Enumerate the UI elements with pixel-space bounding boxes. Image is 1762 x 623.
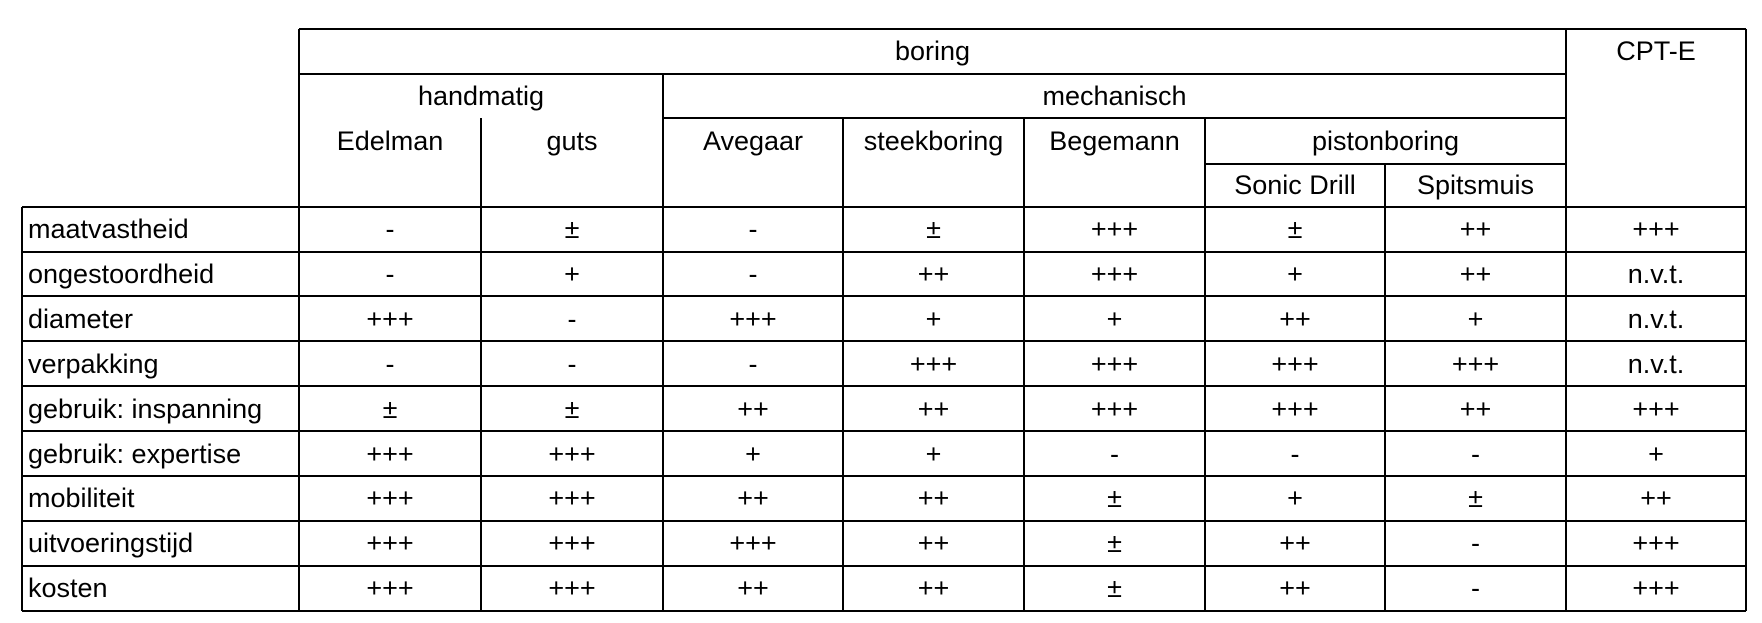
- table-cell: ++: [917, 259, 950, 289]
- table-cell: +++: [366, 438, 414, 469]
- row-label: uitvoeringstijd: [28, 528, 194, 558]
- table-cell: ++: [737, 483, 769, 513]
- table-cell: -: [748, 214, 758, 244]
- table-cell: -: [385, 214, 395, 244]
- table-cell: +++: [1632, 394, 1680, 424]
- table-cell: -: [1471, 528, 1480, 558]
- table-cell: +++: [1632, 528, 1680, 558]
- table-cell: ++: [1459, 394, 1492, 424]
- table-cell: +: [1287, 483, 1303, 513]
- table-cell: ±: [382, 394, 398, 424]
- row-label: diameter: [28, 304, 134, 334]
- column-header-guts: guts: [546, 125, 598, 156]
- table-cell: ++: [1459, 214, 1492, 244]
- column-header-sonic-drill: Sonic Drill: [1234, 170, 1356, 200]
- table-cell: ±: [1107, 573, 1122, 603]
- table-cell: ±: [1107, 483, 1122, 513]
- table-cell: +++: [1632, 214, 1680, 244]
- table-cell: +++: [548, 573, 596, 603]
- table-cell: ++: [1279, 304, 1311, 334]
- table-cell: -: [1471, 438, 1480, 469]
- table-cell: -: [1471, 573, 1480, 603]
- table-cell: -: [1290, 438, 1300, 469]
- table-cell: +++: [366, 483, 414, 513]
- table-cell: n.v.t.: [1627, 304, 1685, 334]
- table-cell: ++: [1459, 259, 1492, 289]
- table-cell: +++: [729, 528, 777, 558]
- table-cell: +: [564, 259, 580, 289]
- row-label: verpakking: [28, 349, 159, 379]
- table-cell: ++: [737, 573, 769, 603]
- table-cell: ++: [1279, 528, 1311, 558]
- table-cell: +++: [1090, 214, 1139, 244]
- table-cell: +++: [548, 483, 596, 513]
- table-cell: +++: [366, 304, 414, 334]
- table-cell: +++: [548, 528, 596, 558]
- table-cell: +++: [1271, 349, 1319, 379]
- column-header-steekboring: steekboring: [863, 125, 1004, 156]
- header-boring: boring: [894, 36, 971, 66]
- table-cell: ±: [1287, 214, 1303, 244]
- row-label: ongestoordheid: [28, 259, 215, 289]
- table-cell: ++: [737, 394, 769, 424]
- table-cell: ±: [564, 394, 580, 424]
- row-label: kosten: [28, 573, 108, 603]
- table-cell: +: [745, 438, 761, 469]
- table-cell: +: [925, 304, 942, 334]
- table-cell: ±: [564, 214, 580, 244]
- row-label: mobiliteit: [28, 483, 135, 513]
- table-cell: -: [748, 349, 758, 379]
- table-cell: +++: [729, 304, 777, 334]
- header-pistonboring: pistonboring: [1311, 125, 1460, 156]
- column-header-edelman: Edelman: [336, 125, 444, 156]
- table-cell: +++: [548, 438, 596, 469]
- table-cell: ±: [1107, 528, 1122, 558]
- table-cell: ++: [917, 573, 950, 603]
- table-cell: +: [1467, 304, 1484, 334]
- table-cell: +++: [1090, 259, 1139, 289]
- table-cell: ++: [917, 483, 950, 513]
- table-cell: n.v.t.: [1627, 349, 1685, 379]
- row-label: gebruik: expertise: [28, 438, 242, 469]
- header-cpt-e: CPT-E: [1616, 36, 1696, 66]
- table-cell: -: [567, 304, 577, 334]
- column-header-spitsmuis: Spitsmuis: [1416, 170, 1535, 200]
- table-cell: ++: [1640, 483, 1672, 513]
- table-cell: +++: [1090, 394, 1139, 424]
- table-cell: +++: [366, 573, 414, 603]
- table-cell: ++: [917, 394, 950, 424]
- table-cell: ++: [1279, 573, 1311, 603]
- table-cell: ++: [917, 528, 950, 558]
- header-handmatig: handmatig: [417, 80, 545, 111]
- column-header-begemann: Begemann: [1049, 125, 1180, 156]
- table-cell: +: [1287, 259, 1303, 289]
- row-label: gebruik: inspanning: [28, 394, 263, 424]
- table-cell: -: [1110, 438, 1119, 469]
- table-cell: +++: [909, 349, 958, 379]
- table-cell: n.v.t.: [1627, 259, 1685, 289]
- table-cell: -: [385, 349, 395, 379]
- table-cell: +++: [1271, 394, 1319, 424]
- table-cell: +++: [366, 528, 414, 558]
- table-cell: ±: [926, 214, 941, 244]
- table-cell: ±: [1468, 483, 1483, 513]
- header-mechanisch: mechanisch: [1042, 80, 1187, 111]
- table-cell: +++: [1090, 349, 1139, 379]
- table-cell: -: [748, 259, 758, 289]
- table-cell: +: [1106, 304, 1123, 334]
- table-cell: +: [925, 438, 942, 469]
- column-header-avegaar: Avegaar: [702, 125, 804, 156]
- table-cell: -: [385, 259, 395, 289]
- table-cell: -: [567, 349, 577, 379]
- row-label: maatvastheid: [28, 214, 189, 244]
- table-cell: +++: [1632, 573, 1680, 603]
- table-cell: +: [1648, 438, 1664, 469]
- table-cell: +++: [1451, 349, 1500, 379]
